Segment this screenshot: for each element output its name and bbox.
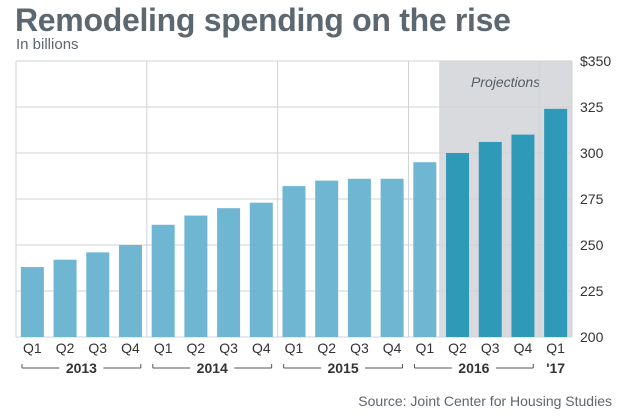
- year-label: '17: [546, 360, 565, 376]
- bar: [315, 180, 339, 337]
- x-tick-label: Q1: [546, 340, 565, 356]
- bar: [282, 186, 306, 337]
- bar: [20, 267, 44, 337]
- x-axis-labels: Q1 Q2 Q3 Q4 Q1 Q2 Q3 Q4 Q1 Q2 Q3 Q4 Q1 Q2 Q3 Q4 Q1: [23, 340, 565, 356]
- x-tick-label: Q4: [121, 340, 140, 356]
- chart-title: Remodeling spending on the rise: [15, 2, 511, 38]
- y-tick-label: 300: [580, 145, 604, 161]
- bar: [347, 178, 371, 337]
- bar: [118, 245, 142, 337]
- bar: [217, 208, 241, 337]
- x-tick-label: Q2: [317, 340, 336, 356]
- year-label: 2016: [458, 360, 489, 376]
- x-tick-label: Q2: [448, 340, 467, 356]
- bar: [544, 108, 568, 337]
- bar: [478, 141, 502, 337]
- y-tick-label: 200: [580, 329, 604, 345]
- chart-subtitle: In billions: [16, 36, 79, 53]
- x-tick-label: Q4: [252, 340, 271, 356]
- year-groups: 2013 2014 2015 2016 '17: [21, 360, 565, 376]
- x-tick-label: Q2: [56, 340, 75, 356]
- bar: [380, 178, 404, 337]
- source-note: Source: Joint Center for Housing Studies: [358, 393, 612, 409]
- x-tick-label: Q4: [514, 340, 533, 356]
- y-tick-label: 325: [580, 99, 604, 115]
- projection-label: Projections: [471, 74, 540, 90]
- bar: [249, 202, 273, 337]
- x-tick-label: Q3: [219, 340, 238, 356]
- y-tick-label: 250: [580, 237, 604, 253]
- y-tick-label: 275: [580, 191, 604, 207]
- x-tick-label: Q3: [481, 340, 500, 356]
- bar: [413, 162, 437, 337]
- year-label: 2013: [66, 360, 97, 376]
- bar: [86, 252, 110, 337]
- x-tick-label: Q1: [23, 340, 42, 356]
- y-tick-label: 225: [580, 283, 604, 299]
- x-tick-label: Q1: [285, 340, 304, 356]
- x-tick-label: Q1: [154, 340, 173, 356]
- x-tick-label: Q4: [383, 340, 402, 356]
- year-label: 2014: [197, 360, 228, 376]
- year-label: 2015: [327, 360, 358, 376]
- x-tick-label: Q2: [187, 340, 206, 356]
- x-tick-label: Q1: [415, 340, 434, 356]
- bar: [184, 215, 208, 337]
- bar: [151, 224, 175, 337]
- bars: [20, 108, 568, 337]
- bar: [511, 134, 535, 337]
- y-axis-ticks: $350 325 300 275 250 225 200: [580, 53, 611, 345]
- bar: [446, 153, 470, 337]
- x-tick-label: Q3: [350, 340, 369, 356]
- bar: [53, 259, 77, 337]
- x-tick-label: Q3: [88, 340, 107, 356]
- y-tick-label: $350: [580, 53, 611, 69]
